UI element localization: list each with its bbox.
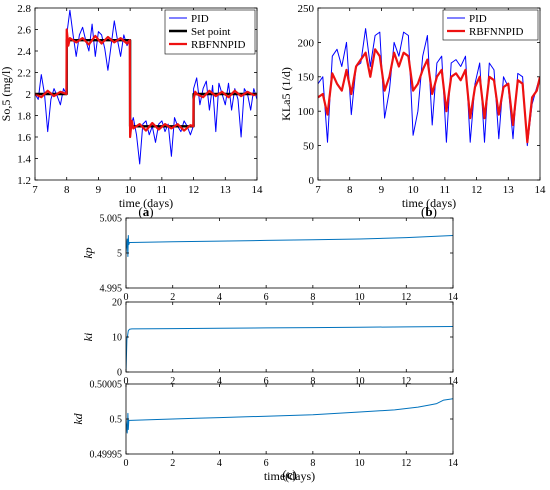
x-tick-label: 11 (157, 184, 168, 196)
x-tick-label: 14 (448, 292, 458, 303)
y-tick-label: 20 (112, 298, 122, 309)
legend-entry: RBFNNPID (191, 39, 245, 51)
y-tick-label: 5.005 (100, 214, 123, 225)
y-tick-label: 1.8 (17, 110, 31, 122)
legend-entry: RBFNNPID (469, 26, 523, 38)
y-tick-label: 50 (303, 140, 315, 152)
x-tick-label: 8 (347, 184, 353, 196)
x-tick-label: 14 (535, 184, 547, 196)
panel-label: (c) (282, 467, 296, 482)
series-line-3-0 (126, 326, 453, 372)
series-line-pid (35, 9, 257, 165)
plot-frame (317, 7, 541, 181)
chart-0: 7 8 9 10 11 12 13 14 1.2 1.4 1.6 1.8 2 2.2 2.4 2.6 2.8 ti… (0, 3, 263, 219)
x-tick-label: 0 (124, 376, 129, 387)
x-tick-label: 12 (401, 376, 411, 387)
x-tick-label: 10 (408, 184, 420, 196)
legend-entry: PID (191, 13, 209, 25)
x-tick-label: 4 (217, 376, 222, 387)
series-line-2-0 (126, 235, 453, 257)
y-tick-label: 2.6 (17, 24, 31, 36)
x-tick-label: 7 (315, 184, 321, 196)
x-tick-label: 6 (264, 458, 269, 469)
x-tick-label: 10 (355, 458, 365, 469)
x-tick-label: 6 (264, 376, 269, 387)
x-tick-label: 2 (170, 292, 175, 303)
legend-entry: Set point (191, 26, 230, 38)
x-tick-label: 2 (170, 458, 175, 469)
x-tick-label: 12 (401, 292, 411, 303)
x-tick-label: 7 (32, 184, 38, 196)
y-tick-label: 0.49995 (90, 450, 123, 461)
y-axis-label: So,5 (mg/l) (0, 67, 13, 122)
y-tick-label: 0 (309, 175, 315, 187)
series-line-4-0 (126, 398, 453, 434)
y-tick-label: 250 (298, 3, 315, 15)
y-tick-label: 150 (298, 72, 315, 84)
legend-entry: PID (469, 13, 487, 25)
x-axis-label: time (days) (402, 196, 456, 210)
x-tick-label: 4 (217, 458, 222, 469)
x-tick-label: 12 (188, 184, 199, 196)
x-tick-label: 0 (124, 458, 129, 469)
y-tick-label: 0.5 (110, 415, 123, 426)
x-tick-label: 14 (252, 184, 264, 196)
x-tick-label: 2 (170, 376, 175, 387)
y-tick-label: 5 (117, 249, 122, 260)
y-tick-label: 2.2 (17, 67, 31, 79)
y-tick-label: 100 (298, 106, 315, 118)
x-tick-label: 0 (124, 292, 129, 303)
y-tick-label: 200 (298, 37, 315, 49)
x-tick-label: 10 (355, 292, 365, 303)
panel-label: (b) (421, 204, 437, 219)
y-tick-label: 0.50005 (90, 380, 123, 391)
x-tick-label: 14 (448, 376, 458, 387)
y-tick-label: 1.4 (17, 153, 31, 165)
x-tick-label: 10 (355, 376, 365, 387)
x-tick-label: 8 (310, 458, 315, 469)
x-tick-label: 12 (401, 458, 411, 469)
chart-3: 0 2 4 6 8 10 12 14 0 10 20 ki (81, 298, 458, 388)
x-tick-label: 8 (64, 184, 70, 196)
y-axis-label: kp (81, 247, 95, 258)
chart-4: 0 2 4 6 8 10 12 14 0.49995 0.5 0.50005 time(days) kd… (71, 380, 458, 484)
x-tick-label: 13 (220, 184, 232, 196)
x-tick-label: 6 (264, 292, 269, 303)
y-axis-label: KLa5 (1/d) (279, 67, 293, 121)
y-tick-label: 1.2 (17, 175, 31, 187)
y-tick-label: 0 (117, 368, 122, 379)
x-tick-label: 14 (448, 458, 458, 469)
x-axis-label: time(days) (264, 469, 315, 483)
y-tick-label: 2.4 (17, 46, 31, 58)
series-line-rbfnnpid (318, 48, 540, 144)
x-tick-label: 11 (440, 184, 451, 196)
x-tick-label: 8 (310, 376, 315, 387)
x-tick-label: 4 (217, 292, 222, 303)
x-axis-label: time (days) (119, 196, 173, 210)
y-tick-label: 4.995 (100, 284, 123, 295)
x-tick-label: 9 (379, 184, 385, 196)
x-tick-label: 13 (503, 184, 515, 196)
y-tick-label: 2.8 (17, 3, 31, 15)
x-tick-label: 8 (310, 292, 315, 303)
x-tick-label: 12 (471, 184, 482, 196)
y-axis-label: ki (81, 333, 95, 342)
y-axis-label: kd (71, 412, 85, 424)
y-tick-label: 1.6 (17, 132, 31, 144)
series-line-rbfnnpid (35, 28, 257, 139)
panel-label: (a) (138, 204, 153, 219)
series-line-pid (318, 28, 540, 147)
plot-frame (125, 301, 454, 373)
x-tick-label: 10 (125, 184, 137, 196)
chart-1: 7 8 9 10 11 12 13 14 0 50 100 150 200 250 time (days) K… (279, 3, 546, 219)
y-tick-label: 10 (112, 333, 122, 344)
x-tick-label: 9 (96, 184, 102, 196)
y-tick-label: 2 (26, 89, 32, 101)
chart-2: 0 2 4 6 8 10 12 14 4.995 5 5.005 kp (81, 214, 458, 304)
plot-frame (125, 217, 454, 289)
